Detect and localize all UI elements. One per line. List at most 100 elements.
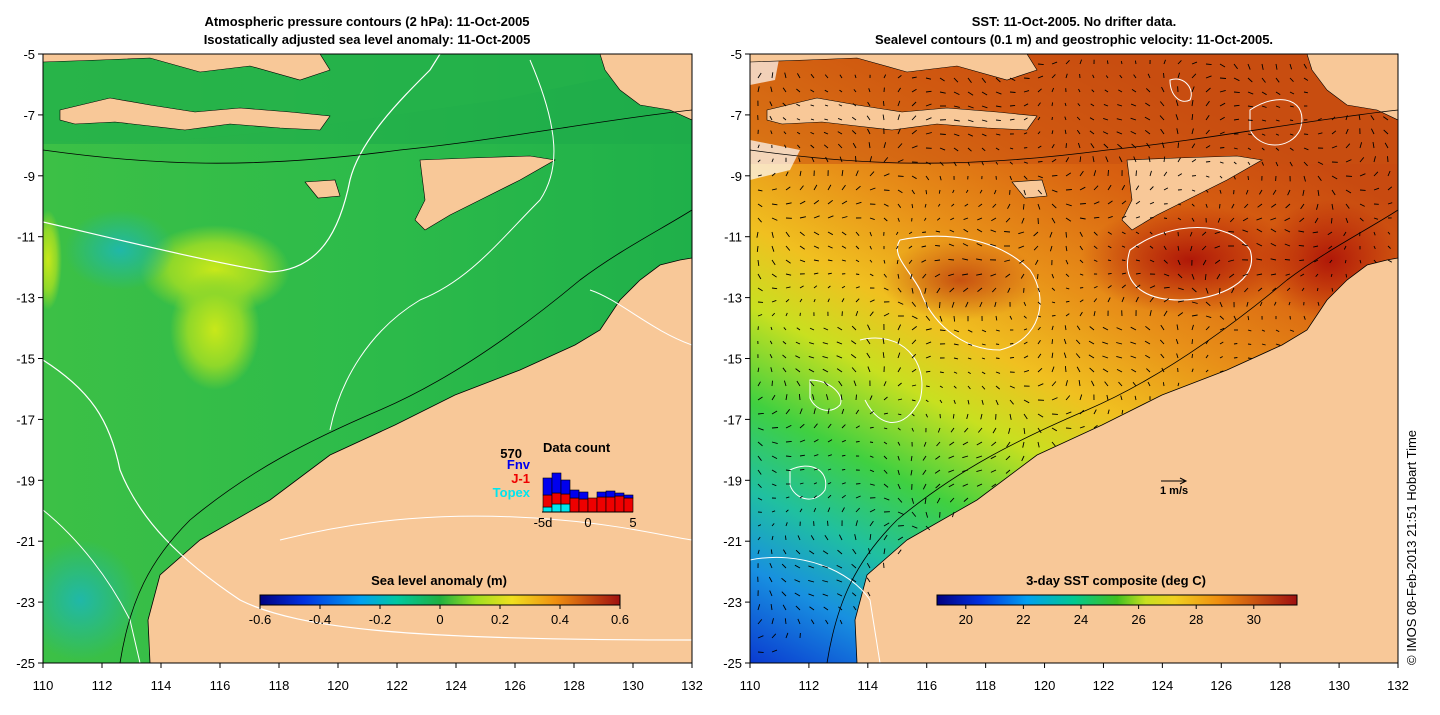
- y-tick-label: -17: [723, 412, 742, 427]
- x-tick-label: 132: [1387, 678, 1409, 693]
- y-tick-label: -25: [16, 656, 35, 671]
- data-count-bar-envisat: [606, 491, 615, 497]
- x-tick-label: 124: [445, 678, 467, 693]
- velocity-vector: [1234, 92, 1240, 93]
- velocity-vector: [1010, 357, 1014, 358]
- velocity-vector: [1220, 78, 1226, 79]
- colorbar-tick-label: 0: [436, 612, 443, 627]
- x-tick-label: 114: [857, 678, 878, 693]
- colorbar-tick-label: 24: [1074, 612, 1088, 627]
- data-count-tick-label: -5d: [534, 515, 553, 530]
- velocity-vector: [1234, 358, 1237, 359]
- sla-colorbar-scale: [260, 595, 620, 605]
- x-tick-label: 120: [327, 678, 349, 693]
- colorbar-tick-label: 0.6: [611, 612, 629, 627]
- velocity-vector: [758, 652, 764, 653]
- data-count-bar-topex: [543, 507, 552, 512]
- x-tick-label: 130: [622, 678, 644, 693]
- data-count-title: Data count: [543, 440, 611, 455]
- right-title-line2: Sealevel contours (0.1 m) and geostrophi…: [875, 32, 1273, 47]
- velocity-scale: 1 m/s: [1160, 478, 1188, 497]
- y-tick-label: -23: [723, 595, 742, 610]
- velocity-vector: [1331, 218, 1332, 223]
- y-tick-label: -7: [730, 108, 742, 123]
- y-tick-label: -7: [23, 108, 35, 123]
- x-tick-label: 128: [1269, 678, 1291, 693]
- velocity-vector: [842, 469, 845, 470]
- velocity-vector: [1299, 245, 1304, 246]
- velocity-vector: [1150, 218, 1154, 219]
- velocity-vector: [1299, 260, 1304, 261]
- velocity-scale-label: 1 m/s: [1160, 485, 1188, 497]
- velocity-vector: [1178, 143, 1179, 149]
- velocity-vector: [1023, 204, 1024, 210]
- velocity-vector: [856, 156, 857, 162]
- velocity-vector: [883, 101, 884, 106]
- sst-colorbar-title: 3-day SST composite (deg C): [1026, 573, 1206, 588]
- velocity-vector: [1228, 232, 1234, 233]
- y-tick-label: -9: [23, 169, 35, 184]
- velocity-vector: [1052, 339, 1053, 344]
- data-count-tick-label: 5: [629, 515, 636, 530]
- velocity-vector: [786, 441, 792, 442]
- sst-map[interactable]: [750, 54, 1400, 663]
- velocity-vector: [1004, 232, 1010, 233]
- data-count-bar-jason1: [561, 494, 570, 504]
- y-tick-label: -25: [723, 656, 742, 671]
- x-tick-label: 126: [504, 678, 526, 693]
- x-tick-label: 128: [563, 678, 585, 693]
- velocity-vector: [940, 302, 941, 308]
- x-tick-label: 112: [92, 678, 113, 693]
- velocity-vector: [1192, 354, 1193, 358]
- imos-credit: © IMOS 08-Feb-2013 21:51 Hobart Time: [1404, 430, 1419, 665]
- y-tick-label: -21: [723, 534, 742, 549]
- colorbar-tick-label: 0.2: [491, 612, 509, 627]
- y-tick-label: -11: [17, 230, 35, 245]
- data-count-bar-envisat: [615, 493, 624, 496]
- colorbar-tick-label: 28: [1189, 612, 1203, 627]
- colorbar-tick-label: -0.2: [369, 612, 391, 627]
- data-count-bar-jason1: [579, 499, 588, 512]
- data-count-bar-jason1: [543, 495, 552, 507]
- velocity-vector: [940, 134, 946, 135]
- colorbar-tick-label: 26: [1131, 612, 1145, 627]
- y-tick-label: -13: [16, 291, 35, 306]
- velocity-vector: [1108, 273, 1112, 274]
- colorbar-tick-label: 0.4: [551, 612, 569, 627]
- sla-low-anomaly: [20, 540, 140, 660]
- y-tick-label: -15: [16, 352, 35, 367]
- data-count-bar-envisat: [552, 473, 561, 493]
- velocity-vector: [800, 469, 804, 470]
- data-count-bar-jason1: [615, 496, 624, 512]
- velocity-vector: [1206, 162, 1210, 163]
- velocity-vector: [1163, 382, 1164, 386]
- velocity-vector: [1010, 105, 1015, 106]
- sst-warm-core: [880, 240, 1040, 320]
- velocity-vector: [1248, 120, 1253, 121]
- sla-map[interactable]: [20, 54, 692, 663]
- data-count-bar-topex: [561, 504, 570, 512]
- velocity-vector: [1052, 102, 1053, 106]
- colorbar-tick-label: 20: [959, 612, 973, 627]
- velocity-vector: [856, 395, 857, 400]
- velocity-vector: [856, 441, 860, 442]
- x-tick-label: 132: [681, 678, 703, 693]
- x-tick-label: 116: [916, 678, 937, 693]
- velocity-vector: [1220, 204, 1221, 208]
- velocity-vector: [1065, 366, 1066, 372]
- data-count-bar-jason1: [606, 497, 615, 512]
- y-tick-label: -5: [730, 47, 742, 62]
- velocity-vector: [799, 394, 800, 400]
- velocity-vector: [948, 259, 954, 260]
- y-tick-label: -19: [723, 473, 742, 488]
- y-tick-label: -9: [730, 169, 742, 184]
- x-tick-label: 120: [1034, 678, 1056, 693]
- data-count-bar-envisat: [543, 478, 552, 495]
- y-tick-label: -13: [723, 291, 742, 306]
- velocity-vector: [1248, 358, 1252, 359]
- velocity-vector: [1010, 344, 1013, 345]
- velocity-vector: [996, 120, 1001, 121]
- y-tick-label: -21: [16, 534, 35, 549]
- data-count-bar-jason1: [624, 498, 633, 512]
- velocity-vector: [1066, 232, 1067, 238]
